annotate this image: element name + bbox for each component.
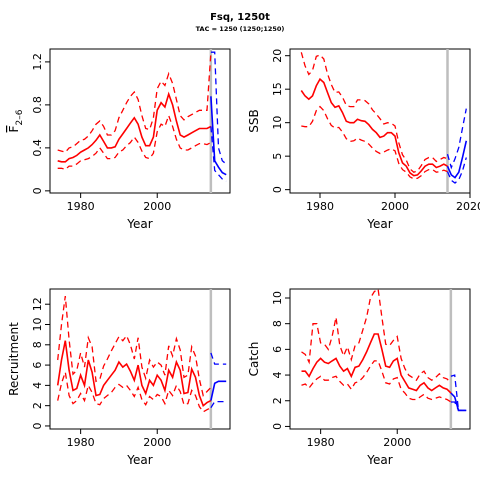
- y-axis-label-main: Recruitment: [7, 322, 21, 396]
- projection-lower-bound-line: [210, 400, 227, 409]
- figure-subtitle: TAC = 1250 (1250;1250): [196, 25, 285, 33]
- x-tick-label: 2000: [383, 436, 411, 449]
- y-tick-label: 0.4: [31, 139, 44, 157]
- historic-median-line: [301, 333, 452, 394]
- y-tick-label: 5: [271, 153, 284, 160]
- y-tick-label: 4: [271, 372, 284, 379]
- y-tick-label: 0.8: [31, 96, 44, 114]
- historic-upper-bound-line: [57, 296, 212, 397]
- y-axis-label: Recruitment: [7, 322, 21, 396]
- y-tick-label: 0: [31, 187, 44, 194]
- y-tick-label: 8: [31, 341, 44, 348]
- x-tick-label: 1980: [306, 200, 334, 213]
- x-tick-label: 2000: [143, 436, 171, 449]
- historic-upper-bound-line: [57, 52, 212, 153]
- historic-median-line: [56, 340, 212, 408]
- historic-lower-bound-line: [301, 360, 452, 403]
- x-axis-label: Year: [126, 453, 152, 467]
- historic-upper-bound-line: [301, 287, 452, 384]
- plot-frame: [49, 288, 231, 430]
- recruitment-panel: 1980 2000 0 2 4 6 8 10 12 Year Recruitment: [7, 288, 231, 467]
- y-axis-label: SSB: [247, 109, 261, 132]
- x-tick-label: 1980: [307, 436, 335, 449]
- y-axis-label-main: SSB: [247, 109, 261, 132]
- projection-upper-bound-line: [210, 51, 227, 165]
- projection-median-line: [446, 140, 468, 179]
- y-tick-label: 4: [31, 382, 44, 389]
- y-tick-label: 15: [271, 82, 284, 96]
- x-axis-label: Year: [126, 217, 152, 231]
- projection-median-line: [450, 392, 467, 412]
- projection-median-line: [210, 380, 227, 401]
- x-axis-label: Year: [366, 217, 392, 231]
- projection-upper-bound-line: [210, 352, 227, 365]
- x-axis-label: Year: [366, 453, 392, 467]
- y-tick-label: 6: [31, 362, 44, 369]
- x-tick-label: 2000: [381, 200, 409, 213]
- y-tick-label: 6: [271, 346, 284, 353]
- y-axis-label: Catch: [247, 342, 261, 377]
- historic-lower-bound-line: [57, 113, 212, 171]
- plot-frame: [289, 288, 471, 430]
- historic-lower-bound-line: [57, 371, 212, 413]
- plot-frame: [49, 48, 231, 194]
- y-axis-label-main: Catch: [247, 342, 261, 377]
- plot-frame: [289, 48, 471, 194]
- y-tick-label: 8: [271, 320, 284, 327]
- y-axis-label-subscript: 2–6: [15, 109, 25, 125]
- projection-upper-bound-line: [446, 108, 467, 170]
- historic-median-line: [300, 77, 448, 177]
- x-tick-label: 1980: [67, 200, 95, 213]
- historic-lower-bound-line: [301, 105, 448, 180]
- catch-panel: 1980 2000 0 2 4 6 8 10 Year Catch: [247, 287, 471, 467]
- y-tick-label: 10: [271, 291, 284, 305]
- f-panel: 1980 2000 0 0.4 0.8 1.2 Year F2–6: [7, 48, 231, 231]
- y-tick-label: 2: [31, 402, 44, 409]
- historic-median-line: [57, 91, 212, 163]
- y-tick-label: 0: [271, 186, 284, 193]
- y-tick-label: 10: [271, 116, 284, 130]
- figure-title: Fsq, 1250t: [210, 12, 270, 23]
- y-tick-label: 12: [31, 297, 44, 311]
- y-tick-label: 0: [31, 422, 44, 429]
- y-tick-label: 2: [271, 397, 284, 404]
- y-axis-label: F2–6: [7, 109, 25, 132]
- y-tick-label: 20: [271, 49, 284, 63]
- historic-upper-bound-line: [300, 52, 448, 173]
- projection-median-line: [210, 96, 227, 176]
- y-axis-label-main: F: [7, 125, 21, 132]
- y-tick-label: 0: [271, 423, 284, 430]
- projection-lower-bound-line: [446, 157, 467, 184]
- y-tick-label: 1.2: [31, 53, 44, 71]
- x-tick-label: 2000: [143, 200, 171, 213]
- x-tick-label: 1980: [67, 436, 95, 449]
- projection-upper-bound-line: [450, 374, 467, 412]
- y-tick-label: 10: [31, 318, 44, 332]
